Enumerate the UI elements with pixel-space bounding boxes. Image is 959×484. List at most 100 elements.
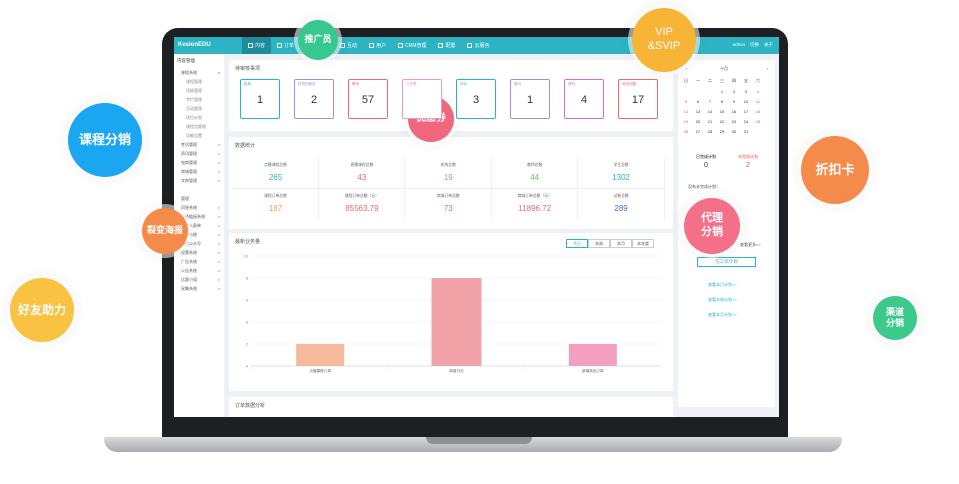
todo-card[interactable]: 教师 57 (348, 79, 388, 119)
todo-card[interactable]: 评价 3 (456, 79, 496, 119)
calendar-day[interactable]: 17 (743, 108, 749, 114)
sidebar-item[interactable]: 资讯管理 > (174, 149, 224, 158)
range-tab[interactable]: 本月 (610, 239, 632, 248)
discount-card-bubble[interactable]: 折扣卡 (801, 136, 869, 204)
calendar-day[interactable]: 16 (731, 108, 737, 114)
calendar-day[interactable]: 11 (755, 98, 761, 104)
channel-distribution-bubble[interactable]: 渠道 分销 (873, 296, 917, 340)
calendar-day[interactable]: 5 (684, 98, 688, 104)
sidebar-item[interactable]: 功能设置 (174, 131, 224, 140)
todo-card[interactable]: 机构 1 (240, 79, 280, 119)
plan-link-month[interactable]: 查看本月计划>> (708, 312, 737, 317)
user-menu-item[interactable]: 关于 (764, 42, 773, 47)
laptop-notch (426, 437, 532, 444)
range-tab[interactable]: 今日 (566, 239, 588, 248)
sidebar-item[interactable]: 广告系统 > (174, 257, 224, 266)
calendar-day[interactable]: 18 (755, 108, 761, 114)
sidebar-item[interactable]: 专栏管理 (174, 95, 224, 104)
calendar-day[interactable]: 10 (743, 98, 749, 104)
calendar-next-icon[interactable]: › (766, 66, 768, 71)
nav-item-5[interactable]: CRM管理 (392, 37, 432, 54)
calendar-day[interactable]: 30 (731, 128, 737, 134)
todo-card[interactable]: 机构的服务 2 (294, 79, 334, 119)
calendar-day[interactable]: 27 (695, 128, 701, 134)
range-tab[interactable]: 本年度 (632, 239, 654, 248)
sidebar-item-label: 电商管理 (181, 160, 197, 165)
sidebar-item[interactable]: 自定义表单 > (174, 221, 224, 230)
calendar-day[interactable]: 28 (707, 128, 713, 134)
sidebar-item[interactable]: 文库管理 > (174, 176, 224, 185)
sidebar-item[interactable]: 班级管理 (174, 86, 224, 95)
user-menu-item[interactable]: admin (732, 42, 745, 47)
calendar-day[interactable]: 29 (719, 128, 725, 134)
calendar-day[interactable]: 31 (743, 128, 749, 134)
calendar-day[interactable]: 23 (731, 118, 737, 124)
sidebar-item[interactable]: 课程包管理 (174, 122, 224, 131)
friend-help-bubble[interactable]: 好友助力 (10, 278, 74, 342)
plans-more-link[interactable]: 查看更多>> (740, 242, 761, 247)
agent-distribution-bubble[interactable]: 代理 分销 (684, 198, 740, 254)
plan-notice: 没有未完成计划！ (688, 184, 720, 189)
nav-label: 订单 (284, 43, 295, 49)
todo-card[interactable]: 收货问题 17 (618, 79, 658, 119)
nav-item-4[interactable]: 用户 (363, 37, 392, 54)
sidebar-item[interactable]: 公告系统 > (174, 266, 224, 275)
sidebar-item[interactable]: 求职系统 > (174, 230, 224, 239)
sidebar-item[interactable] (174, 185, 224, 194)
sidebar-item[interactable]: 课程系统 v (174, 68, 224, 77)
sidebar-item[interactable]: 采集系统 > (174, 284, 224, 293)
sidebar-item[interactable]: 管理 (174, 194, 224, 203)
calendar-day[interactable]: 13 (695, 108, 701, 114)
sidebar-item-label: 商城管理 (181, 169, 197, 174)
todo-card[interactable]: 资料 4 (564, 79, 604, 119)
vip-bubble[interactable]: VIP &SVIP (632, 8, 696, 72)
sidebar-item[interactable]: 微信公众号 > (174, 239, 224, 248)
sidebar-item[interactable]: 项目计划 (174, 113, 224, 122)
fission-poster-bubble[interactable]: 裂变海报 (142, 208, 188, 254)
nav-item-7[interactable]: 云服务 (461, 37, 495, 54)
calendar-day[interactable]: 12 (683, 108, 689, 114)
range-tab[interactable]: 本周 (588, 239, 610, 248)
promoter-bubble[interactable]: 推广员 (298, 20, 338, 60)
calendar-day[interactable]: 26 (683, 128, 689, 134)
sidebar-item[interactable]: 投票系统 > (174, 248, 224, 257)
sidebar-item[interactable]: 电商管理 > (174, 158, 224, 167)
nav-item-6[interactable]: 配置 (432, 37, 461, 54)
todo-card[interactable]: 提问 1 (510, 79, 550, 119)
sidebar-item[interactable]: 活动管理 (174, 104, 224, 113)
calendar-day[interactable]: 8 (720, 98, 724, 104)
calendar-day[interactable]: 3 (744, 88, 748, 94)
sidebar-item[interactable]: 反馈链接系统 > (174, 212, 224, 221)
calendar-day[interactable]: 1 (720, 88, 724, 94)
sidebar-item-label: 功能设置 (186, 133, 202, 138)
sidebar-item[interactable]: 课程管理 (174, 77, 224, 86)
sidebar-item[interactable]: 问答系统 > (174, 203, 224, 212)
calendar-day[interactable]: 22 (719, 118, 725, 124)
write-plan-button[interactable]: 写工作计划 (697, 257, 756, 267)
nav-item-0[interactable]: 内容 (242, 37, 272, 54)
calendar-day[interactable]: 24 (743, 118, 749, 124)
sidebar-item[interactable]: 商城管理 > (174, 167, 224, 176)
calendar-day[interactable]: 21 (707, 118, 713, 124)
calendar-day[interactable]: 4 (756, 88, 760, 94)
chevron-icon: > (217, 169, 220, 174)
user-menu-item[interactable]: 切换 (750, 42, 759, 47)
calendar-day[interactable]: 19 (683, 118, 689, 124)
calendar-day[interactable]: 7 (708, 98, 712, 104)
course-distribution-bubble[interactable]: 课程分销 (68, 103, 142, 177)
plan-link-week[interactable]: 查看本周计划>> (708, 297, 737, 302)
calendar-prev-icon[interactable]: ‹ (686, 66, 688, 71)
nav-item-3[interactable]: 互动 (334, 37, 363, 54)
calendar-day[interactable]: 14 (707, 108, 713, 114)
calendar-day[interactable]: 25 (755, 118, 761, 124)
plan-link-day[interactable]: 查看本日计划>> (708, 282, 737, 287)
calendar-day[interactable]: 2 (732, 88, 736, 94)
todo-card[interactable]: 开发票 (402, 79, 442, 119)
calendar-day[interactable]: 9 (732, 98, 736, 104)
calendar-day[interactable]: 15 (719, 108, 725, 114)
nav-item-1[interactable]: 订单 (271, 37, 300, 54)
sidebar-item[interactable]: 考试管理 > (174, 140, 224, 149)
sidebar-item[interactable]: 比赛小组 > (174, 275, 224, 284)
calendar-day[interactable]: 6 (696, 98, 700, 104)
calendar-day[interactable]: 20 (695, 118, 701, 124)
